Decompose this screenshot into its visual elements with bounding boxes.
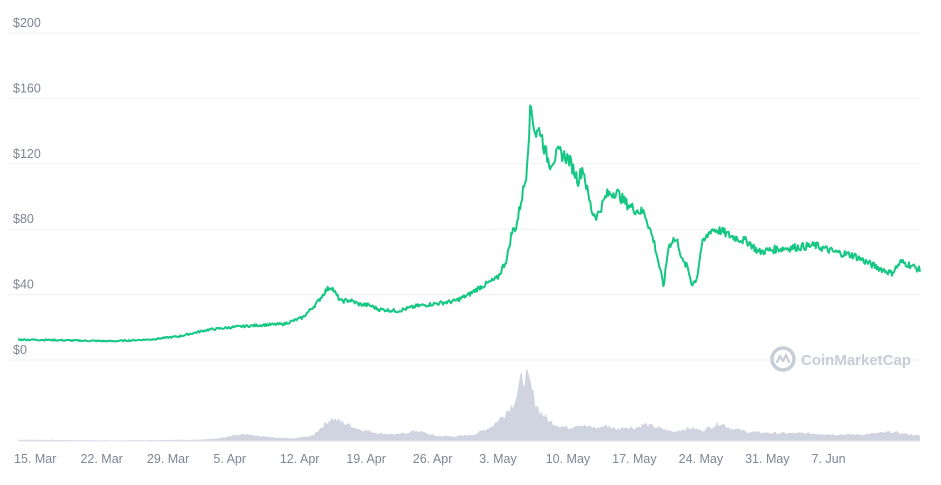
x-tick-label: 12. Apr [280, 452, 320, 466]
x-tick-label: 10. May [546, 452, 591, 466]
volume-area [18, 369, 920, 442]
coinmarketcap-logo-icon [770, 346, 796, 372]
x-tick-label: 15. Mar [14, 452, 56, 466]
y-tick-label: $160 [13, 81, 41, 95]
watermark-text: CoinMarketCap [801, 352, 911, 369]
x-tick-label: 26. Apr [413, 452, 453, 466]
y-tick-label: $80 [13, 212, 34, 226]
x-tick-label: 19. Apr [346, 452, 386, 466]
x-tick-label: 3. May [479, 452, 517, 466]
y-tick-label: $120 [13, 147, 41, 161]
x-axis-ticks: 15. Mar 22. Mar 29. Mar 5. Apr 12. Apr 19. Ap… [14, 452, 846, 466]
x-tick-label: 29. Mar [147, 452, 189, 466]
price-line [17, 104, 921, 343]
watermark: CoinMarketCap [770, 346, 911, 372]
price-series [17, 104, 921, 343]
grid-lines [8, 32, 920, 361]
x-tick-label: 17. May [612, 452, 657, 466]
y-tick-label: $40 [13, 278, 34, 292]
x-tick-label: 5. Apr [213, 452, 246, 466]
x-tick-label: 7. Jun [812, 452, 846, 466]
y-tick-label: $200 [13, 16, 41, 30]
y-axis-ticks: $0 $40 $80 $120 $160 $200 [13, 16, 41, 357]
x-tick-label: 22. Mar [80, 452, 122, 466]
x-tick-label: 24. May [679, 452, 724, 466]
x-tick-label: 31. May [745, 452, 790, 466]
y-tick-label: $0 [13, 343, 27, 357]
volume-area-path [18, 369, 920, 441]
